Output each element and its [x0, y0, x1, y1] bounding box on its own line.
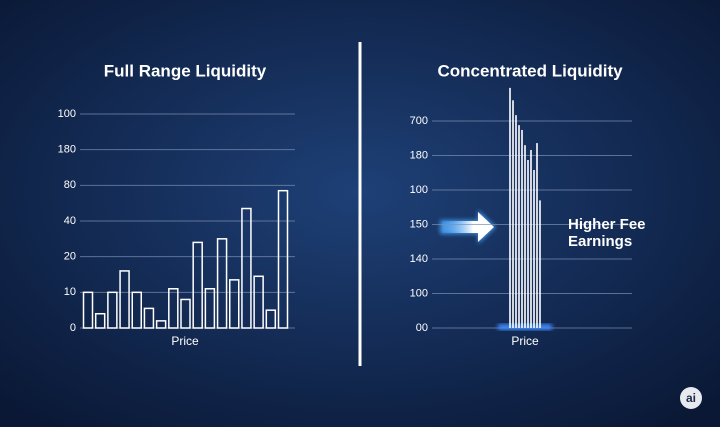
y-tick-label: 00 — [416, 322, 428, 334]
y-tick-label: 100 — [58, 108, 76, 120]
bar — [143, 307, 155, 329]
y-tick-label: 80 — [64, 179, 76, 191]
spike — [518, 125, 520, 328]
bar — [253, 275, 264, 329]
annotation: Earnings — [568, 233, 632, 250]
x-axis-label: Price — [511, 334, 539, 348]
spike — [521, 129, 523, 328]
spike — [512, 100, 514, 328]
spike — [515, 115, 517, 328]
y-tick-label: 10 — [64, 286, 76, 298]
spike — [527, 159, 529, 328]
annotation: Higher Fee — [568, 216, 646, 233]
spike — [524, 145, 526, 328]
y-tick-label: 0 — [70, 322, 76, 334]
spike — [530, 149, 532, 328]
bar — [229, 279, 240, 329]
bar — [241, 207, 252, 329]
y-tick-label: 100 — [410, 184, 428, 196]
y-tick-label: 140 — [410, 253, 428, 265]
arrow — [440, 210, 496, 244]
bar — [204, 288, 216, 329]
spike — [539, 200, 541, 328]
spike — [509, 87, 511, 328]
bar — [168, 288, 179, 329]
bar — [277, 189, 289, 329]
bar — [107, 291, 118, 329]
bar — [180, 298, 191, 329]
y-tick-label: 700 — [410, 115, 428, 127]
badge-circle — [680, 387, 702, 409]
badge: ai — [686, 391, 696, 405]
bar — [265, 309, 277, 329]
chart-title: Concentrated Liquidity — [437, 61, 623, 80]
y-tick-label: 150 — [410, 218, 428, 230]
bar — [131, 291, 142, 329]
bar — [192, 241, 203, 329]
y-tick-label: 100 — [410, 287, 428, 299]
chart-title: Full Range Liquidity — [104, 61, 267, 80]
y-tick-label: 180 — [410, 149, 428, 161]
bar — [94, 312, 106, 329]
bar — [119, 270, 130, 329]
bar — [216, 238, 228, 329]
bar — [82, 291, 94, 329]
y-tick-label: 180 — [58, 144, 76, 156]
spike — [533, 169, 535, 328]
spike — [536, 143, 538, 328]
x-axis-label: Price — [171, 334, 199, 348]
y-tick-label: 40 — [64, 215, 76, 227]
bar — [155, 320, 167, 329]
y-tick-label: 20 — [64, 251, 76, 263]
